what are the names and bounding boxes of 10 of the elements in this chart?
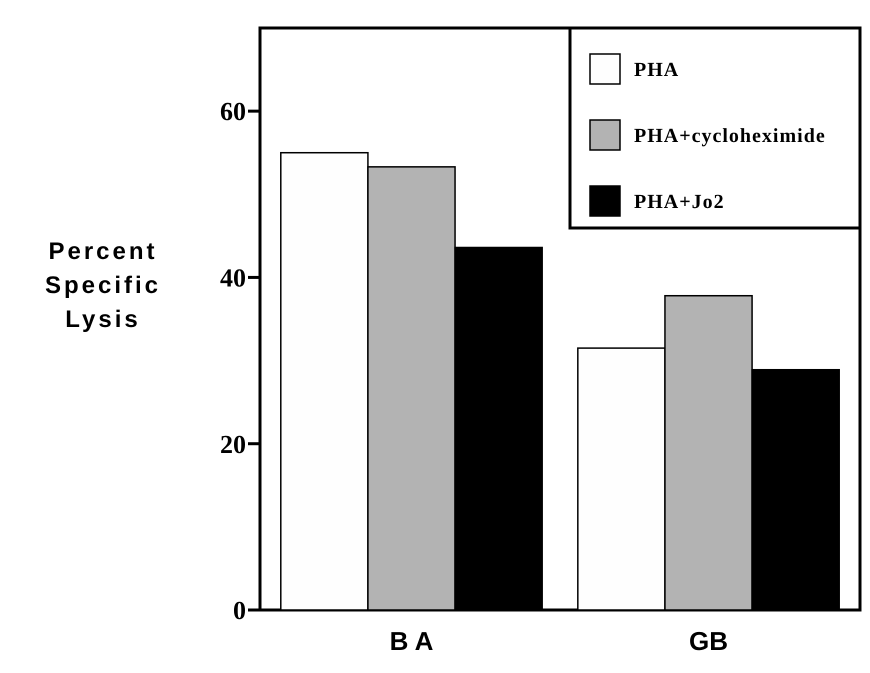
y-tick-label: 20 [220,430,246,459]
y-axis-title: Percent Specific Lysis [44,238,162,333]
y-tick-label: 60 [220,97,246,126]
x-tick-label: B A [390,626,434,656]
y-tick-label: 40 [220,264,246,293]
legend-label: PHA [634,59,680,81]
legend-label: PHA+cycloheximide [634,125,826,147]
legend-label: PHA+Jo2 [634,191,725,213]
x-tick-label: GB [689,626,728,656]
y-tick-label: 0 [233,596,246,626]
